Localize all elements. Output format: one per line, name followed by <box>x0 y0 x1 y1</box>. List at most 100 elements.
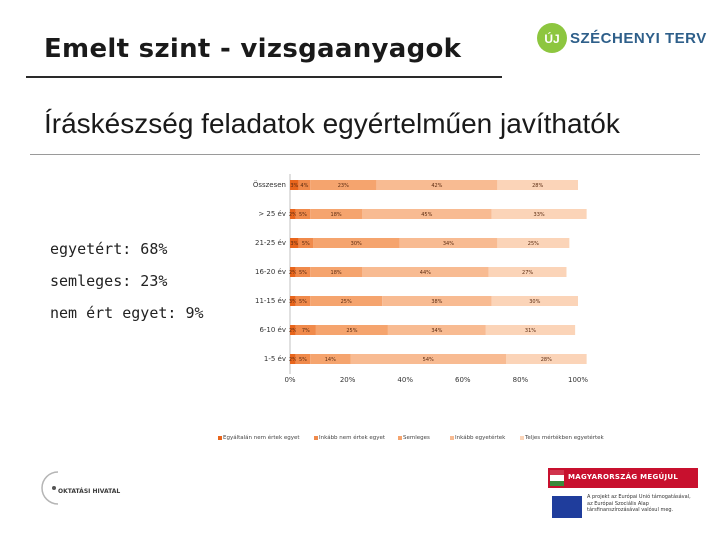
category-label: Összesen <box>253 180 286 189</box>
legend-swatch <box>520 435 524 440</box>
data-label: 5% <box>299 299 307 305</box>
bar-segment <box>295 267 311 277</box>
bar-segment <box>310 180 377 190</box>
data-label: 7% <box>302 328 310 334</box>
data-label: 18% <box>331 270 342 276</box>
legend-label: Inkább nem értek egyet <box>319 435 386 441</box>
legend-item: Teljes mértékben egyetértek <box>520 435 604 441</box>
data-label: 54% <box>423 357 434 363</box>
bar-segment <box>290 238 299 248</box>
summary-disagree: nem ért egyet: 9% <box>50 304 204 322</box>
hungary-flag-banner <box>548 468 698 488</box>
data-label: 31% <box>525 328 536 334</box>
bar-segment <box>387 325 486 335</box>
logo-mark: ÚJ <box>544 31 559 46</box>
data-label: 2% <box>289 357 297 363</box>
data-label: 3% <box>289 299 297 305</box>
data-label: 34% <box>431 328 442 334</box>
x-tick-label: 0% <box>284 376 295 384</box>
data-label: 18% <box>331 212 342 218</box>
bar-segment <box>295 325 316 335</box>
data-label: 4% <box>300 183 308 189</box>
data-label: 25% <box>528 241 539 247</box>
oktatasi-hivatal-logo <box>41 471 59 505</box>
data-label: 2% <box>289 328 297 334</box>
category-label: 16-20 év <box>255 268 286 276</box>
bar-segment <box>485 325 576 335</box>
data-label: 3% <box>290 241 298 247</box>
summary-neutral: semleges: 23% <box>50 272 168 290</box>
bar-segment <box>491 296 578 306</box>
bar-segment <box>497 180 578 190</box>
x-tick-label: 80% <box>513 376 529 384</box>
arc-icon <box>41 471 59 505</box>
data-label: 5% <box>299 270 307 276</box>
legend-label: Teljes mértékben egyetértek <box>525 435 604 441</box>
office-logo-text: OKTATÁSI HIVATAL <box>58 488 121 495</box>
data-label: 25% <box>341 299 352 305</box>
data-label: 25% <box>346 328 357 334</box>
data-label: 3% <box>290 183 298 189</box>
bar-segment <box>310 296 383 306</box>
bar-segment <box>491 209 587 219</box>
eu-text: A projekt az Európai Unió támogatásával,… <box>587 494 691 513</box>
data-label: 34% <box>443 241 454 247</box>
bar-segment <box>295 354 311 364</box>
data-label: 27% <box>522 270 533 276</box>
data-label: 38% <box>431 299 442 305</box>
bar-segment <box>376 180 498 190</box>
bar-segment <box>298 238 314 248</box>
chart-legend: Egyáltalán nem értek egyet Inkább nem ért… <box>218 435 618 447</box>
bar-segment <box>399 238 498 248</box>
bar-segment <box>290 267 296 277</box>
summary-agree: egyetért: 68% <box>50 240 168 258</box>
page-title: Emelt szint - vizsgaanyagok <box>44 34 462 64</box>
banner-text: MAGYARORSZÁG MEGÚJUL <box>568 473 679 481</box>
bar-segment <box>310 209 362 219</box>
x-tick-label: 100% <box>568 376 588 384</box>
data-label: 42% <box>431 183 442 189</box>
dot-icon <box>52 486 56 490</box>
bar-segment <box>290 354 296 364</box>
bar-segment <box>290 180 299 190</box>
data-label: 33% <box>534 212 545 218</box>
bar-segment <box>295 209 311 219</box>
x-tick-label: 60% <box>455 376 471 384</box>
category-label: 11-15 év <box>255 297 286 305</box>
subtitle-divider <box>30 154 700 155</box>
bar-segment <box>310 267 362 277</box>
data-label: 14% <box>325 357 336 363</box>
data-label: 30% <box>529 299 540 305</box>
legend-swatch <box>398 435 402 440</box>
legend-label: Inkább egyetértek <box>455 435 506 441</box>
data-label: 2% <box>289 212 297 218</box>
data-label: 2% <box>289 270 297 276</box>
data-label: 28% <box>541 357 552 363</box>
legend-item: Inkább nem értek egyet <box>314 435 385 441</box>
data-label: 45% <box>421 212 432 218</box>
legend-item: Egyáltalán nem értek egyet <box>218 435 300 441</box>
data-label: 44% <box>420 270 431 276</box>
legend-swatch <box>218 435 222 440</box>
bar-segment <box>298 180 311 190</box>
category-label: 1-5 év <box>264 355 286 363</box>
bar-segment <box>290 296 296 306</box>
eu-flag-icon <box>552 496 582 518</box>
bar-segment <box>362 209 492 219</box>
bar-segment <box>295 296 311 306</box>
legend-swatch <box>450 435 454 440</box>
legend-swatch <box>314 435 318 440</box>
category-label: 21-25 év <box>255 239 286 247</box>
category-label: 6-10 év <box>259 326 286 334</box>
data-label: 23% <box>338 183 349 189</box>
bar-segment <box>290 209 296 219</box>
bar-segment <box>313 238 400 248</box>
legend-label: Egyáltalán nem értek egyet <box>223 435 300 441</box>
legend-item: Semleges <box>398 435 430 441</box>
bar-segment <box>362 267 489 277</box>
bar-segment <box>382 296 492 306</box>
data-label: 5% <box>302 241 310 247</box>
data-label: 5% <box>299 357 307 363</box>
bar-segment <box>290 325 296 335</box>
x-tick-label: 40% <box>397 376 413 384</box>
